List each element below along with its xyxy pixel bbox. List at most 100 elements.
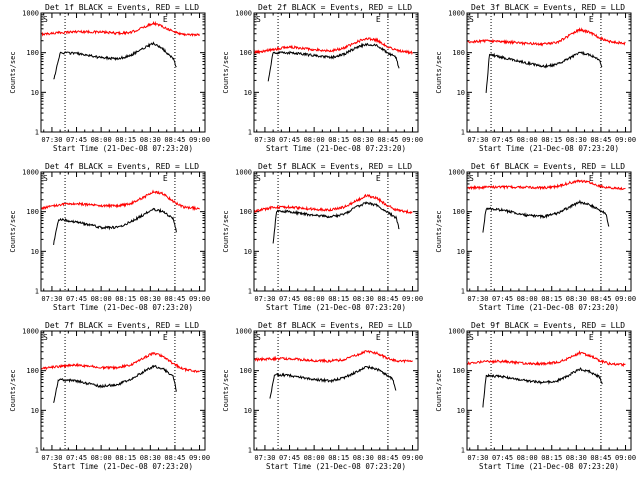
y-tick-label: 10 bbox=[244, 407, 252, 415]
y-tick-label: 10 bbox=[457, 89, 465, 97]
x-tick-label: 09:00 bbox=[402, 454, 423, 462]
lld-series-line bbox=[254, 37, 413, 56]
y-tick-label: 100 bbox=[452, 208, 465, 216]
x-tick-label: 08:30 bbox=[140, 136, 161, 144]
x-tick-label: 07:45 bbox=[66, 136, 87, 144]
y-tick-label: 1000 bbox=[448, 328, 465, 336]
x-tick-label: 08:00 bbox=[304, 454, 325, 462]
x-tick-label: 09:00 bbox=[615, 136, 636, 144]
y-axis-label: Counts/sec bbox=[435, 51, 443, 93]
panel-6: Det 6f BLACK = Events, RED = LLD 1 10 100 10… bbox=[435, 162, 636, 312]
x-tick-label: 07:30 bbox=[254, 136, 275, 144]
lld-series-line bbox=[41, 189, 200, 212]
x-tick-label: 07:45 bbox=[279, 454, 300, 462]
y-tick-label: 100 bbox=[26, 49, 39, 57]
x-tick-label: 08:15 bbox=[115, 454, 136, 462]
x-tick-label: 08:45 bbox=[164, 136, 185, 144]
x-tick-label: 07:45 bbox=[66, 454, 87, 462]
y-tick-label: 10 bbox=[244, 248, 252, 256]
x-tick-label: 08:00 bbox=[91, 295, 112, 303]
y-axis-label: Counts/sec bbox=[222, 51, 230, 93]
start-marker-label: S bbox=[43, 174, 48, 183]
panel-title: Det 6f BLACK = Events, RED = LLD bbox=[471, 162, 625, 171]
x-tick-label: 08:30 bbox=[566, 136, 587, 144]
y-axis-label: Counts/sec bbox=[222, 210, 230, 252]
plot-frame bbox=[253, 12, 419, 133]
x-tick-label: 09:00 bbox=[189, 136, 210, 144]
lld-series-line bbox=[41, 351, 200, 374]
x-tick-label: 07:45 bbox=[492, 136, 513, 144]
lld-series-line bbox=[41, 20, 200, 37]
lld-series-line bbox=[467, 179, 626, 191]
x-tick-label: 07:30 bbox=[41, 454, 62, 462]
y-tick-label: 1 bbox=[248, 129, 252, 137]
x-tick-label: 08:45 bbox=[377, 454, 398, 462]
start-marker-label: S bbox=[469, 174, 474, 183]
end-marker-label: E bbox=[589, 333, 594, 342]
y-tick-label: 100 bbox=[26, 208, 39, 216]
lld-series-line bbox=[467, 350, 626, 368]
panel-1: Det 1f BLACK = Events, RED = LLD 1 10 100 10… bbox=[9, 3, 210, 153]
x-axis-label: Start Time (21-Dec-08 07:23:20) bbox=[53, 303, 193, 312]
panel-3: Det 3f BLACK = Events, RED = LLD 1 10 100 10… bbox=[435, 3, 636, 153]
x-tick-label: 08:15 bbox=[115, 136, 136, 144]
x-axis-label: Start Time (21-Dec-08 07:23:20) bbox=[479, 303, 619, 312]
x-tick-label: 08:30 bbox=[566, 454, 587, 462]
x-tick-label: 08:00 bbox=[517, 454, 538, 462]
x-tick-label: 08:30 bbox=[566, 295, 587, 303]
start-marker-label: S bbox=[256, 333, 261, 342]
plot-frame bbox=[253, 330, 419, 451]
events-series-line bbox=[272, 201, 400, 244]
y-tick-label: 1000 bbox=[22, 10, 39, 18]
x-tick-label: 08:30 bbox=[140, 295, 161, 303]
y-axis-label: Counts/sec bbox=[222, 369, 230, 411]
y-tick-label: 1000 bbox=[448, 10, 465, 18]
end-marker-label: E bbox=[589, 15, 594, 24]
y-axis-label: Counts/sec bbox=[9, 51, 17, 93]
panel-2: Det 2f BLACK = Events, RED = LLD 1 10 100 10… bbox=[222, 3, 423, 153]
lld-series-line bbox=[467, 27, 626, 47]
y-tick-label: 1 bbox=[461, 129, 465, 137]
panel-title: Det 3f BLACK = Events, RED = LLD bbox=[471, 3, 625, 12]
panel-title: Det 8f BLACK = Events, RED = LLD bbox=[258, 321, 412, 330]
x-axis-label: Start Time (21-Dec-08 07:23:20) bbox=[266, 303, 406, 312]
x-axis-label: Start Time (21-Dec-08 07:23:20) bbox=[53, 144, 193, 153]
x-tick-label: 08:45 bbox=[377, 295, 398, 303]
start-marker-label: S bbox=[256, 15, 261, 24]
x-tick-label: 08:45 bbox=[590, 454, 611, 462]
x-tick-label: 08:00 bbox=[304, 295, 325, 303]
x-tick-label: 07:30 bbox=[41, 295, 62, 303]
events-series-line bbox=[53, 207, 177, 245]
panel-5: Det 5f BLACK = Events, RED = LLD 1 10 100 10… bbox=[222, 162, 423, 312]
x-tick-label: 09:00 bbox=[189, 454, 210, 462]
panel-title: Det 5f BLACK = Events, RED = LLD bbox=[258, 162, 412, 171]
start-marker-label: S bbox=[43, 333, 48, 342]
end-marker-label: E bbox=[376, 333, 381, 342]
x-tick-label: 08:30 bbox=[353, 136, 374, 144]
x-tick-label: 08:45 bbox=[590, 136, 611, 144]
plot-frame bbox=[40, 171, 206, 292]
y-tick-label: 1 bbox=[461, 447, 465, 455]
start-marker-label: S bbox=[469, 15, 474, 24]
y-tick-label: 10 bbox=[457, 407, 465, 415]
end-marker-label: E bbox=[589, 174, 594, 183]
x-tick-label: 07:30 bbox=[254, 454, 275, 462]
x-tick-label: 08:15 bbox=[115, 295, 136, 303]
x-tick-label: 07:45 bbox=[279, 295, 300, 303]
x-tick-label: 08:15 bbox=[328, 136, 349, 144]
x-tick-label: 08:15 bbox=[541, 295, 562, 303]
x-tick-label: 07:45 bbox=[279, 136, 300, 144]
x-tick-label: 08:15 bbox=[328, 454, 349, 462]
x-tick-label: 08:00 bbox=[517, 136, 538, 144]
y-tick-label: 100 bbox=[239, 49, 252, 57]
end-marker-label: E bbox=[376, 15, 381, 24]
x-tick-label: 08:00 bbox=[91, 454, 112, 462]
x-tick-label: 09:00 bbox=[615, 454, 636, 462]
x-axis-label: Start Time (21-Dec-08 07:23:20) bbox=[479, 144, 619, 153]
y-tick-label: 1000 bbox=[235, 10, 252, 18]
x-tick-label: 08:45 bbox=[164, 454, 185, 462]
end-marker-label: E bbox=[163, 15, 168, 24]
panel-7: Det 7f BLACK = Events, RED = LLD 1 10 100 10… bbox=[9, 321, 210, 471]
x-axis-label: Start Time (21-Dec-08 07:23:20) bbox=[53, 462, 193, 471]
